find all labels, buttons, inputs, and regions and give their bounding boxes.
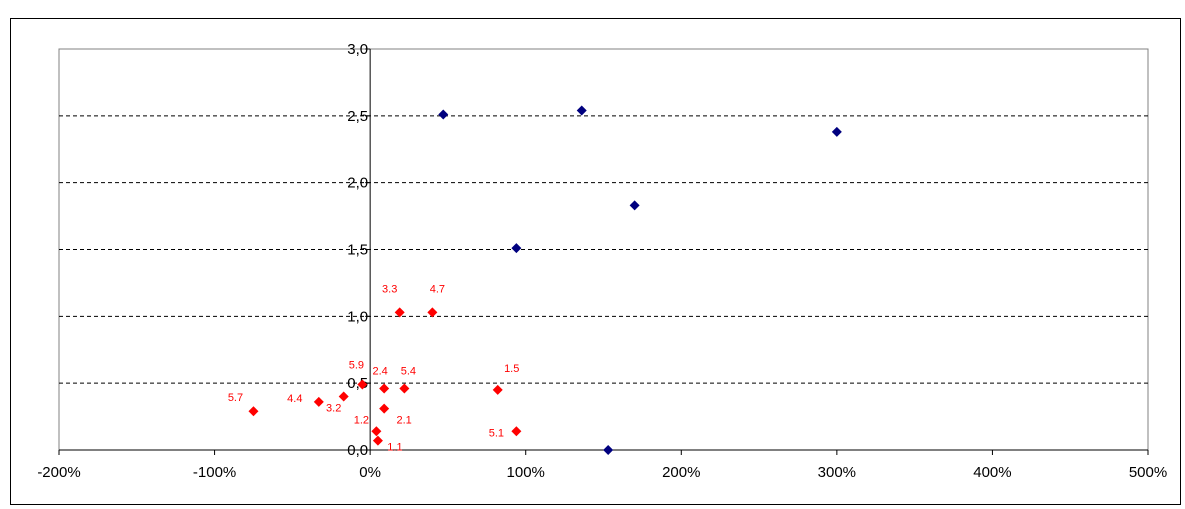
data-point: [371, 426, 382, 437]
data-point: [313, 396, 324, 407]
plot-area: [58, 48, 1149, 451]
x-tick-label: 200%: [662, 464, 700, 481]
data-point: [379, 383, 390, 394]
data-label: 2.1: [396, 415, 411, 427]
data-label: 5.4: [401, 366, 416, 378]
x-tick-label: 0%: [359, 464, 381, 481]
x-tick-label: 300%: [818, 464, 856, 481]
data-label: 5.7: [228, 392, 243, 404]
data-point: [338, 391, 349, 402]
data-point: [399, 383, 410, 394]
data-label: 4.7: [430, 283, 445, 295]
data-point: [576, 105, 587, 116]
data-label: 1.2: [354, 414, 369, 426]
data-label: 5.9: [349, 360, 364, 372]
y-tick-label: 1,0: [347, 308, 368, 325]
data-point: [603, 445, 614, 455]
data-point: [427, 307, 438, 318]
data-point: [394, 307, 405, 318]
data-label: 1.5: [504, 363, 519, 375]
data-point: [511, 426, 522, 437]
data-point: [357, 379, 368, 390]
data-label: 5.1: [489, 427, 504, 439]
data-label: 2.4: [372, 366, 387, 378]
data-point: [629, 200, 640, 211]
data-label: 1.1: [387, 442, 402, 454]
data-label: 3.3: [382, 283, 397, 295]
x-tick-label: -200%: [37, 464, 80, 481]
y-tick-label: 3,0: [347, 41, 368, 58]
y-tick-label: 0,0: [347, 442, 368, 459]
x-tick-label: 500%: [1129, 464, 1167, 481]
data-label: 4.4: [287, 393, 302, 405]
data-point: [492, 384, 503, 395]
data-point: [372, 435, 383, 446]
y-tick-label: 2,0: [347, 175, 368, 192]
data-point: [511, 243, 522, 254]
data-point: [379, 403, 390, 414]
data-point: [831, 126, 842, 137]
x-tick-label: 400%: [973, 464, 1011, 481]
y-tick-label: 1,5: [347, 242, 368, 259]
data-label: 3.2: [326, 403, 341, 415]
y-tick-label: 2,5: [347, 108, 368, 125]
data-point: [248, 406, 259, 417]
x-tick-label: -100%: [193, 464, 236, 481]
data-point: [438, 109, 449, 120]
x-tick-label: 100%: [507, 464, 545, 481]
